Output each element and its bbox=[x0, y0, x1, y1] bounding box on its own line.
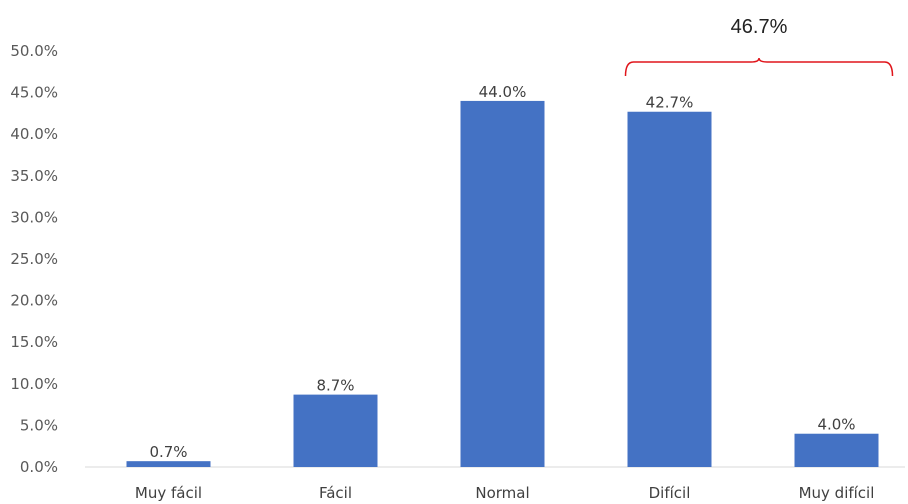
y-tick-label: 5.0% bbox=[20, 416, 58, 434]
y-tick-label: 10.0% bbox=[10, 375, 58, 393]
category-label: Normal bbox=[475, 484, 529, 502]
y-tick-label: 0.0% bbox=[20, 458, 58, 476]
y-tick-label: 40.0% bbox=[10, 125, 58, 143]
category-label: Fácil bbox=[319, 484, 352, 502]
y-tick-label: 15.0% bbox=[10, 333, 58, 351]
category-labels: Muy fácil Fácil Normal Difícil Muy difícil bbox=[135, 484, 874, 502]
category-label: Difícil bbox=[649, 484, 691, 502]
y-tick-label: 20.0% bbox=[10, 292, 58, 310]
category-label: Muy difícil bbox=[799, 484, 875, 502]
bar-muy-difícil bbox=[794, 433, 879, 467]
bracket-total-label: 46.7% bbox=[731, 16, 788, 38]
bracket-line bbox=[624, 57, 894, 77]
bar-normal bbox=[460, 100, 545, 468]
bar-fácil bbox=[293, 394, 378, 467]
data-label: 8.7% bbox=[316, 377, 354, 395]
bracket-annotation: 46.7% bbox=[624, 16, 894, 77]
data-labels: 0.7% 8.7% 44.0% 42.7% 4.0% bbox=[149, 83, 855, 461]
y-tick-label: 30.0% bbox=[10, 208, 58, 226]
data-label: 4.0% bbox=[817, 416, 855, 434]
data-label: 0.7% bbox=[149, 443, 187, 461]
y-tick-label: 45.0% bbox=[10, 84, 58, 102]
data-label: 44.0% bbox=[479, 83, 527, 101]
y-axis-ticks: 0.0% 5.0% 10.0% 15.0% 20.0% 25.0% 30.0% 35.0% 40… bbox=[10, 42, 58, 476]
y-tick-label: 50.0% bbox=[10, 42, 58, 60]
y-tick-label: 35.0% bbox=[10, 167, 58, 185]
bars bbox=[126, 100, 879, 468]
y-tick-label: 25.0% bbox=[10, 250, 58, 268]
bar-muy-fácil bbox=[126, 461, 211, 467]
bar-difícil bbox=[627, 111, 712, 468]
data-label: 42.7% bbox=[646, 94, 694, 112]
category-label: Muy fácil bbox=[135, 484, 202, 502]
